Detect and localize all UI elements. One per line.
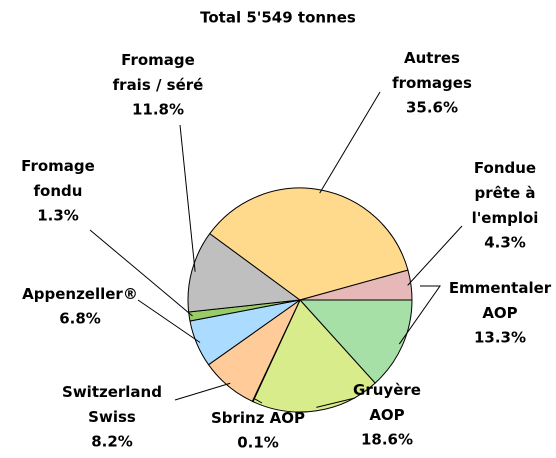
leader-line [398,285,441,345]
value-label: 6.8% [59,310,101,328]
slice-label: Emmentaler AOP [449,279,552,322]
value-label: 8.2% [91,433,133,451]
slice-label: Sbrinz AOP [211,409,305,427]
value-label: 4.3% [484,234,526,252]
leader-line [253,398,263,404]
leader-line [174,382,231,401]
pie-slice [298,299,413,384]
value-label: 18.6% [361,431,413,449]
leader-line [89,229,193,317]
value-label: 11.8% [132,101,184,119]
slice-label: Appenzeller® [22,285,138,303]
leader-line [137,299,201,343]
pie-slice [187,232,302,313]
slice-label: Fromage frais / séré [113,51,204,94]
slice-label: Fromage fondu [21,157,95,200]
leader-line [319,91,381,194]
leader-line [407,225,463,286]
value-label: 1.3% [37,207,79,225]
slice-label: Switzerland Swiss [62,383,162,426]
leader-line [316,397,356,408]
pie-slice [252,299,376,413]
slice-label: Gruyère AOP [353,381,421,424]
leader-line [179,124,196,272]
pie-slice [299,269,413,301]
value-label: 13.3% [474,329,526,347]
value-label: 0.1% [237,434,279,452]
pie-slice [209,187,409,301]
slice-label: Autres fromages [392,49,472,92]
chart-title: Total 5'549 tonnes [200,9,356,27]
slice-label: Fondue prête à l'emploi [472,159,539,227]
value-label: 35.6% [406,99,458,117]
